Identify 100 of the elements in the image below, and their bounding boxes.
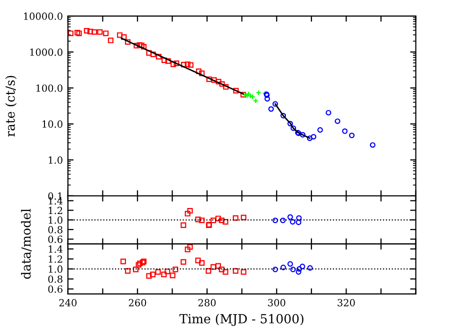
point	[184, 210, 190, 216]
point	[199, 70, 205, 76]
point	[150, 52, 156, 58]
y-tick-label: 1.2	[48, 206, 62, 214]
y-tick-label: 0.8	[48, 226, 62, 234]
y-tick-label: 1.4	[48, 245, 63, 253]
point	[172, 266, 178, 272]
point	[342, 128, 348, 134]
y-tick-label: 100.0	[36, 84, 62, 92]
point	[296, 266, 302, 272]
y-tick-label: 1.2	[48, 255, 62, 263]
point	[146, 50, 152, 56]
point	[222, 219, 228, 225]
point	[219, 81, 225, 87]
point	[232, 268, 238, 274]
point	[120, 258, 126, 264]
point	[180, 259, 186, 265]
point	[349, 132, 355, 138]
point	[307, 265, 313, 271]
point	[287, 261, 293, 267]
point	[218, 266, 224, 272]
point	[210, 264, 216, 270]
point	[300, 132, 306, 138]
point	[215, 216, 221, 222]
point	[215, 263, 221, 269]
point	[310, 134, 316, 140]
y-tick-label: 0.6	[48, 236, 62, 243]
point	[370, 142, 376, 148]
x-tick-label: 300	[268, 299, 286, 306]
point	[287, 120, 293, 126]
x-axis-title: Time (MJD - 51000)	[179, 314, 304, 326]
point	[146, 273, 152, 279]
point	[187, 208, 193, 214]
point	[116, 32, 123, 38]
point	[180, 222, 186, 228]
point	[199, 260, 205, 266]
point	[296, 215, 302, 221]
y-tick-label: 1000.0	[30, 48, 62, 56]
point	[87, 28, 93, 34]
point	[300, 264, 306, 270]
point	[156, 54, 162, 60]
point	[334, 118, 340, 124]
point	[187, 244, 193, 250]
point	[233, 88, 239, 94]
point	[184, 62, 190, 68]
point	[161, 272, 167, 278]
point	[296, 269, 302, 275]
point	[218, 218, 224, 224]
x-tick-label: 320	[338, 299, 355, 306]
point	[180, 62, 187, 68]
point	[134, 42, 140, 48]
point	[317, 127, 323, 133]
point	[222, 269, 228, 275]
point	[195, 216, 201, 222]
point	[140, 44, 147, 50]
point	[272, 218, 278, 224]
x-tick-label: 280	[198, 299, 216, 306]
point	[240, 214, 246, 220]
y-tick-label: 0.8	[48, 275, 62, 283]
point	[195, 258, 201, 264]
point	[290, 266, 296, 272]
point	[170, 62, 176, 68]
y-tick-label: 10.0	[42, 120, 62, 128]
point	[232, 215, 238, 221]
point	[287, 214, 293, 220]
point	[280, 264, 286, 270]
point	[296, 220, 302, 226]
point	[268, 106, 274, 112]
point	[211, 77, 217, 83]
point	[124, 268, 131, 274]
point	[206, 76, 212, 82]
point	[165, 58, 171, 64]
point	[164, 268, 170, 274]
point	[216, 78, 222, 84]
y-tick-label: 10000.0	[24, 12, 62, 20]
point	[174, 60, 180, 66]
point	[132, 266, 139, 272]
point	[206, 268, 212, 274]
y-tick-label: 1.0	[48, 216, 62, 224]
point	[210, 218, 216, 224]
point	[306, 135, 312, 142]
point	[92, 29, 98, 35]
point	[196, 68, 202, 74]
point	[97, 29, 103, 35]
point	[223, 84, 229, 90]
point	[184, 246, 190, 252]
point	[272, 266, 278, 272]
point	[108, 38, 114, 44]
point	[68, 30, 74, 36]
x-tick-label: 260	[128, 299, 146, 306]
point	[199, 218, 205, 224]
point	[162, 57, 168, 64]
point	[188, 62, 194, 68]
point	[290, 219, 296, 225]
y-tick-label: 1.0	[48, 156, 62, 164]
y-tick-label: 1.0	[48, 265, 62, 273]
y-axis-title: data/model	[21, 208, 32, 279]
point	[240, 269, 246, 275]
point	[272, 101, 278, 107]
point	[280, 112, 286, 118]
